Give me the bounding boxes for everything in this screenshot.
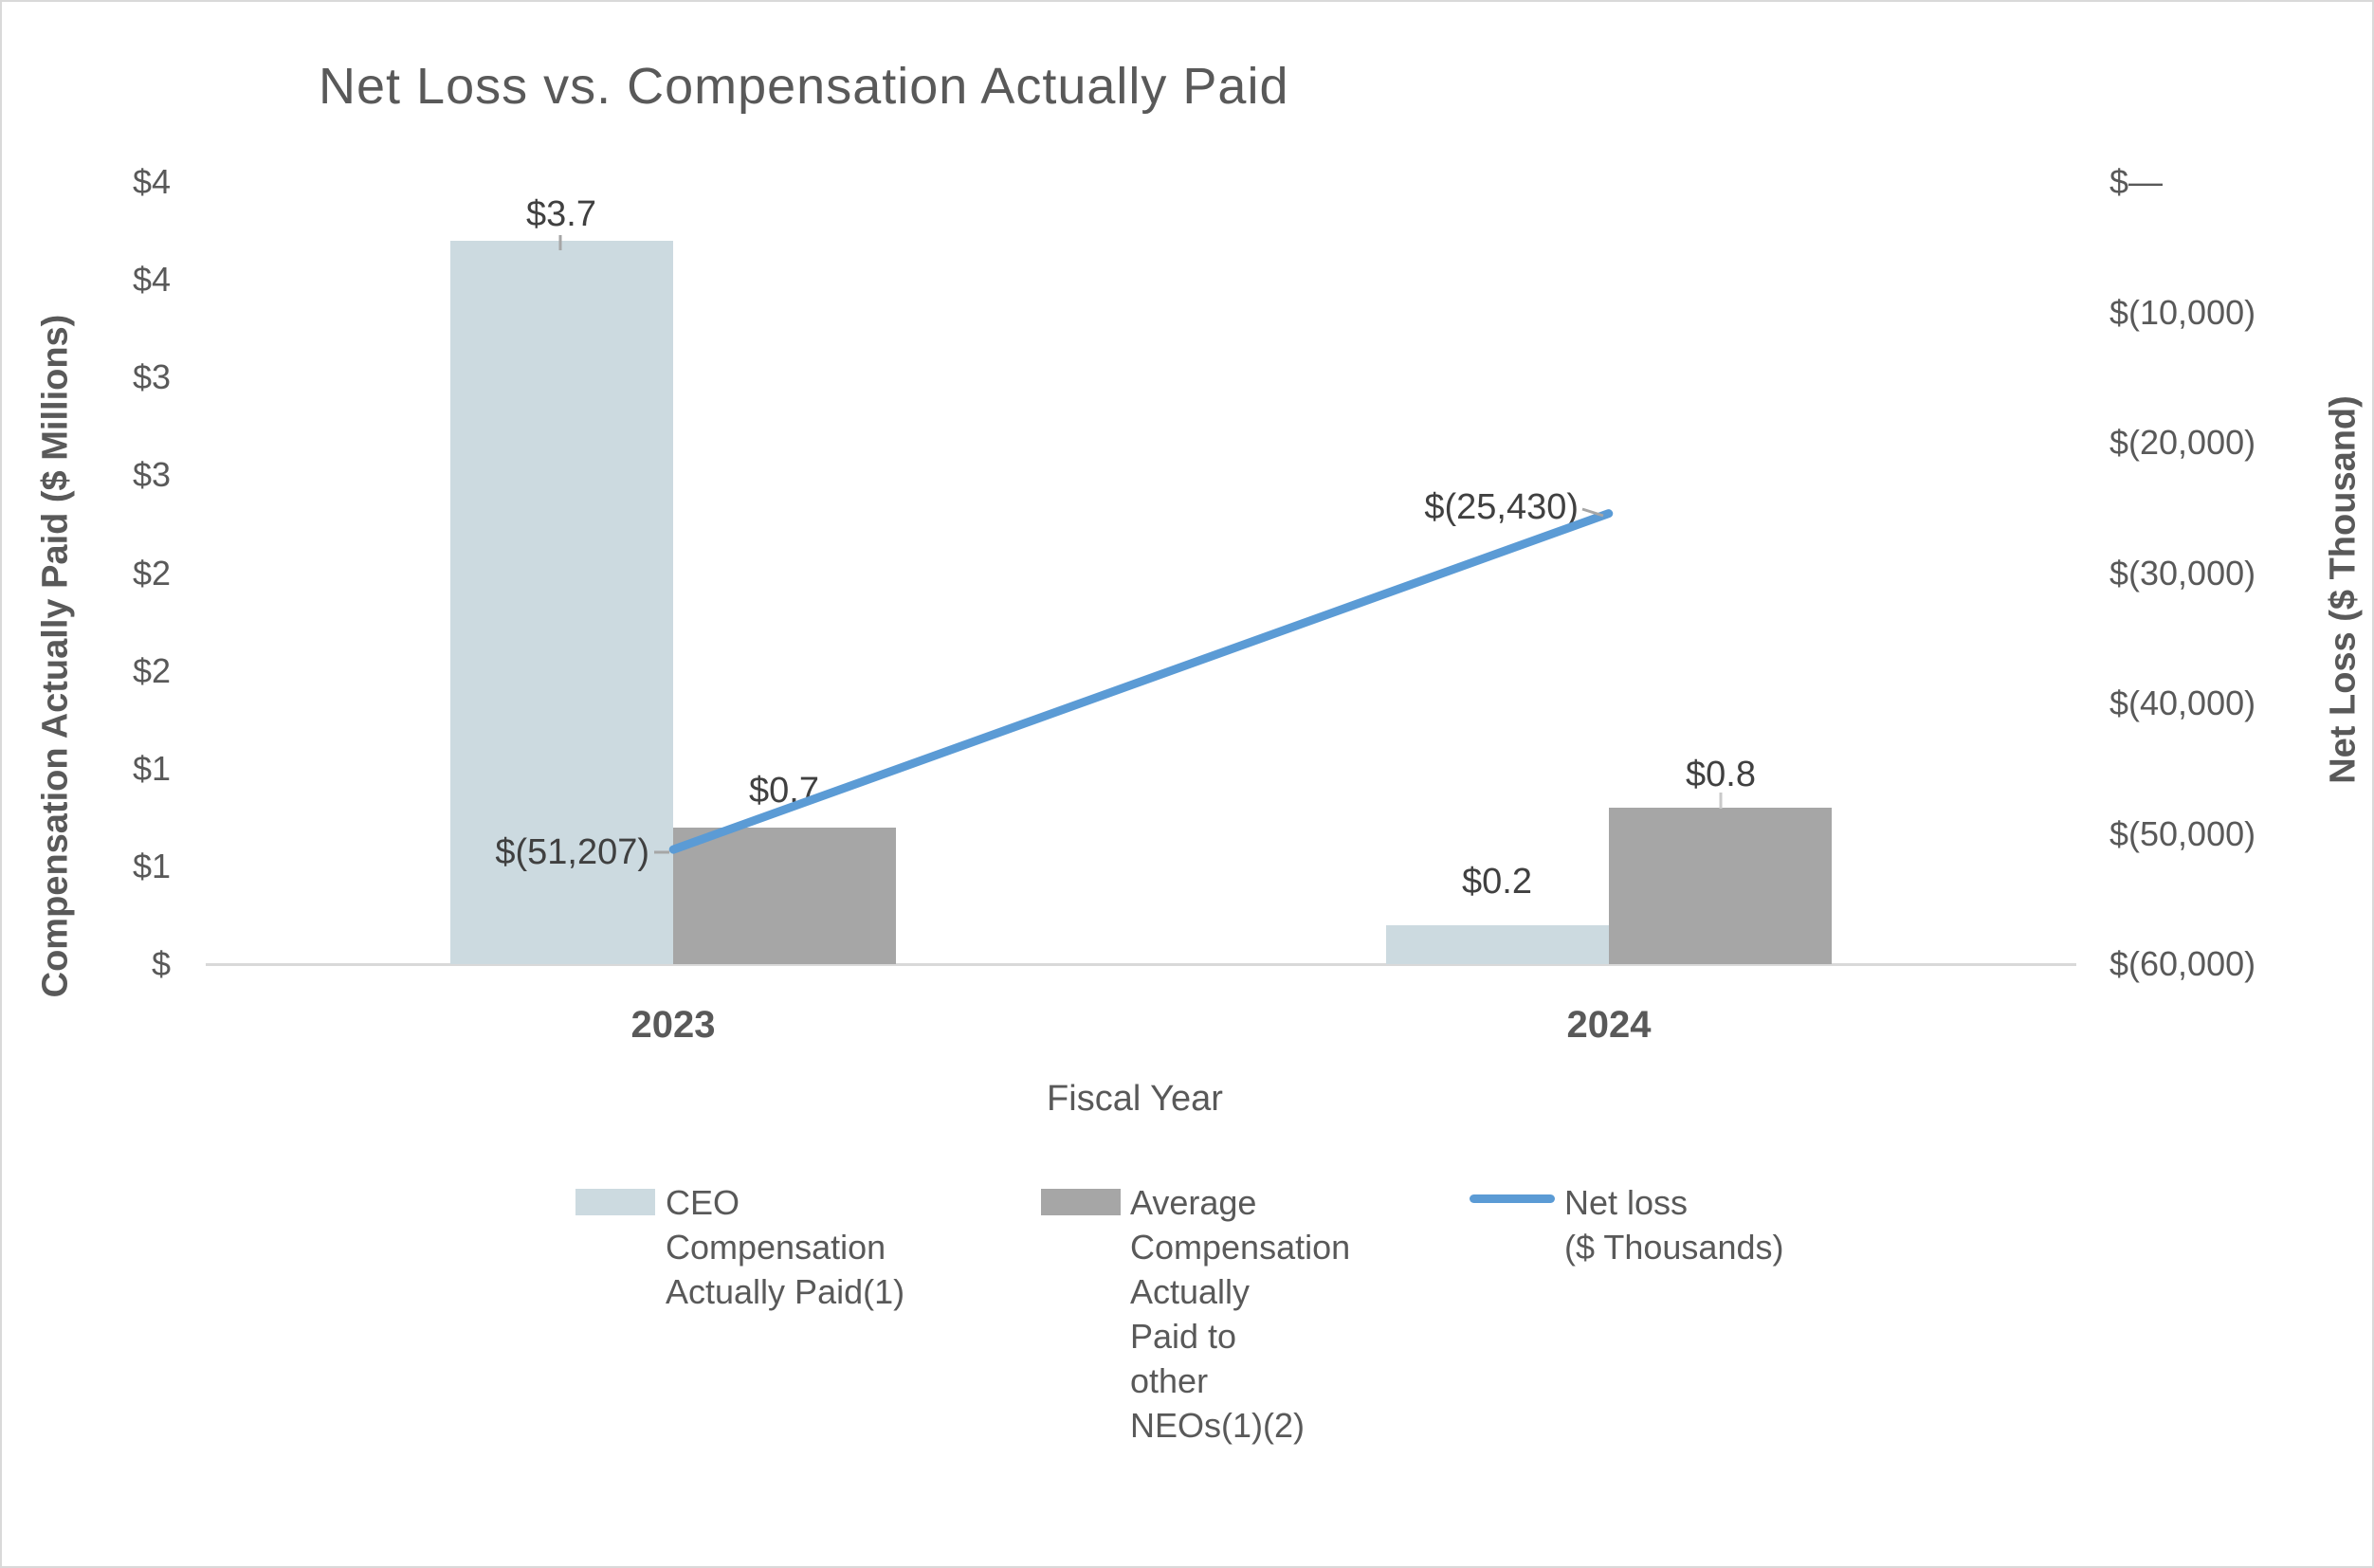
legend-swatch-ceo-cap: [575, 1189, 655, 1215]
legend-line-swatch-net-loss: [1470, 1194, 1555, 1203]
left-axis-tick: $2: [132, 553, 171, 593]
x-axis-title: Fiscal Year: [1047, 1079, 1223, 1119]
left-axis-tick: $1: [132, 846, 171, 885]
data-label-net-loss-2024: $(25,430): [1424, 487, 1579, 527]
legend-line: Net loss: [1564, 1183, 1689, 1222]
legend-line: CEO: [666, 1183, 740, 1222]
left-axis-tick: $: [151, 944, 171, 983]
legend-line: ($ Thousands): [1564, 1228, 1784, 1267]
legend-line: Actually Paid(1): [666, 1272, 905, 1311]
legend-line: NEOs(1)(2): [1130, 1406, 1306, 1445]
bar-neo-cap-2023: [673, 827, 897, 964]
x-axis-line: [206, 963, 2076, 966]
left-axis-tick: $4: [132, 162, 171, 201]
legend-line: other: [1130, 1361, 1209, 1400]
net-loss-line: [668, 509, 1614, 854]
legend-swatch-neo-cap: [1041, 1189, 1121, 1215]
category-label-2023: 2023: [630, 1004, 716, 1046]
right-axis-tick: $—: [2109, 162, 2164, 201]
left-axis-tick: $3: [132, 357, 171, 397]
bar-ceo-cap-2023: [450, 240, 674, 964]
data-label-neo-cap-2024: $0.8: [1686, 755, 1756, 794]
right-axis-tick: $(30,000): [2109, 553, 2256, 593]
right-axis-tick: $(50,000): [2109, 813, 2256, 853]
legend-line: Actually: [1130, 1272, 1251, 1311]
legend-line: Average: [1130, 1183, 1257, 1222]
right-axis-tick: $(10,000): [2109, 292, 2256, 332]
right-axis-tick: $(60,000): [2109, 944, 2256, 983]
legend-label-neo-cap: Average Compensation Actually Paid to ot…: [1130, 1180, 1350, 1448]
leader-netloss-2024: [1581, 507, 1604, 518]
left-axis-tick: $3: [132, 455, 171, 495]
bar-neo-cap-2024: [1608, 808, 1832, 964]
legend-line: Paid to: [1130, 1317, 1237, 1356]
right-axis-tick: $(40,000): [2109, 684, 2256, 722]
data-label-net-loss-2023: $(51,207): [495, 832, 649, 872]
data-label-ceo-cap-2023: $3.7: [526, 194, 596, 234]
legend-line: Compensation: [1130, 1228, 1351, 1267]
legend-label-ceo-cap: CEO Compensation Actually Paid(1): [666, 1180, 904, 1314]
right-axis-tick: $(20,000): [2109, 423, 2256, 462]
legend-line: Compensation: [666, 1228, 886, 1267]
bar-ceo-cap-2024: [1385, 924, 1609, 964]
legend-label-net-loss: Net loss ($ Thousands): [1564, 1180, 1783, 1269]
left-axis-tick: $2: [132, 650, 171, 690]
category-label-2024: 2024: [1566, 1004, 1652, 1046]
left-axis-tick: $4: [132, 260, 171, 300]
left-axis-tick: $1: [132, 748, 171, 788]
chart-title: Net Loss vs. Compensation Actually Paid: [319, 58, 1289, 115]
data-label-ceo-cap-2024: $0.2: [1462, 862, 1532, 902]
